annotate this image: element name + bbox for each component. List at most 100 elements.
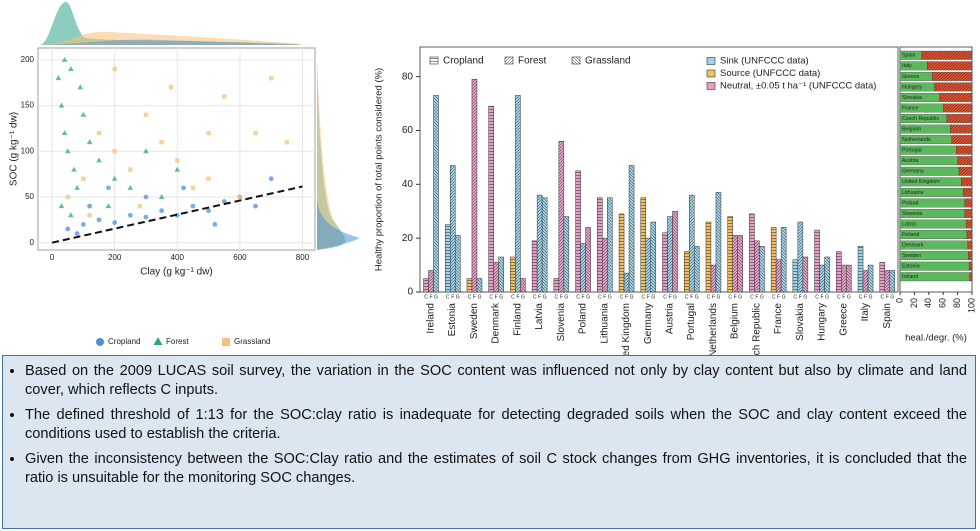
legend-label: Grassland	[234, 337, 270, 346]
bar-sublabel: C	[598, 294, 602, 300]
point	[127, 184, 134, 190]
bar	[889, 270, 896, 293]
point	[168, 85, 174, 90]
point	[190, 203, 196, 209]
point	[143, 214, 149, 220]
bar-sublabel: C	[837, 294, 841, 300]
bar	[433, 95, 439, 293]
bar	[770, 227, 777, 293]
bar-segment	[964, 198, 973, 208]
x-tick-label: 0	[894, 298, 904, 303]
point	[174, 166, 181, 172]
point	[81, 176, 86, 181]
bar	[454, 235, 461, 293]
bar-label: France	[902, 105, 919, 111]
bar	[797, 221, 804, 293]
point	[61, 130, 68, 136]
point	[128, 167, 133, 172]
bar-sublabel: C	[446, 294, 450, 300]
point	[143, 148, 149, 154]
point	[106, 185, 111, 191]
bar-sublabel: G	[521, 294, 525, 300]
point	[112, 66, 117, 72]
x-tick-label: Poland	[578, 303, 589, 334]
bar-label: Estonia	[902, 264, 920, 270]
bar-sublabel: G	[543, 294, 547, 300]
bar-segment	[932, 71, 973, 81]
bar-segment	[967, 240, 973, 250]
bar	[476, 278, 483, 293]
bar	[520, 278, 526, 293]
bar	[737, 235, 743, 293]
bar-sublabel: F	[777, 294, 780, 300]
bar-label: Belgium	[902, 126, 922, 132]
density-top	[40, 39, 300, 45]
point	[206, 208, 211, 214]
bar-sublabel: C	[794, 294, 798, 300]
point	[96, 217, 102, 223]
legend-label: Forest	[518, 56, 547, 67]
bar-sublabel: G	[499, 294, 503, 300]
point	[237, 194, 243, 200]
bar-sublabel: G	[564, 294, 568, 300]
bar	[575, 170, 581, 293]
bar-sublabel: F	[755, 294, 758, 300]
bar	[493, 262, 499, 293]
bar-sublabel: C	[620, 294, 624, 300]
bar-label: Ireland	[902, 274, 918, 280]
bullet: Based on the 2009 LUCAS soil survey, the…	[25, 362, 967, 400]
density-top	[40, 31, 300, 45]
bar-sublabel: F	[886, 294, 889, 300]
bar	[602, 237, 608, 293]
bar-segment	[968, 261, 973, 271]
point	[71, 166, 77, 172]
bar-label: Denmark	[902, 242, 924, 248]
x-tick-label: 200	[108, 253, 122, 262]
bar-label: Spain	[902, 53, 916, 59]
legend-swatch	[706, 57, 716, 65]
point	[58, 102, 65, 108]
bar	[488, 105, 494, 293]
point	[253, 203, 258, 209]
bar-sublabel: C	[555, 294, 559, 300]
point	[137, 203, 142, 209]
x-tick-label: Lithuania	[599, 303, 610, 344]
point	[68, 66, 74, 72]
bar-sublabel: C	[533, 294, 537, 300]
bar-label: United Kingdom	[902, 179, 940, 185]
bar-sublabel: G	[695, 294, 699, 300]
bar	[710, 264, 717, 293]
x-tick-label: Latvia	[534, 303, 545, 330]
point	[268, 176, 274, 182]
y-axis-label: Healthy proportion of total points consi…	[374, 68, 385, 271]
y-tick-label: 80	[402, 71, 414, 82]
bar-sublabel: F	[560, 294, 563, 300]
bar-sublabel: C	[576, 294, 580, 300]
bar	[553, 278, 560, 293]
bar	[775, 259, 782, 293]
bar	[862, 270, 869, 293]
point	[64, 148, 71, 154]
legend-label: Grassland	[585, 56, 631, 67]
bar-sublabel: C	[663, 294, 667, 300]
x-tick-label: 80	[952, 298, 962, 308]
bar-sublabel: C	[641, 294, 645, 300]
bar-sublabel: G	[717, 294, 721, 300]
bar	[444, 224, 451, 293]
bar	[819, 264, 825, 293]
bar	[759, 245, 765, 293]
bar-sublabel: C	[880, 294, 884, 300]
legend-label: Source (UNFCCC data)	[720, 68, 820, 79]
x-tick-label: Finland	[512, 303, 523, 336]
point	[58, 203, 65, 209]
bar-segment	[957, 156, 973, 166]
point	[222, 94, 227, 99]
point	[55, 75, 62, 81]
bar	[879, 262, 886, 293]
point	[96, 157, 102, 163]
legend-swatch	[504, 56, 514, 65]
bar	[727, 216, 733, 293]
bar-segment	[956, 145, 973, 155]
bar	[618, 213, 625, 293]
x-tick-label: Slovenia	[556, 303, 567, 342]
